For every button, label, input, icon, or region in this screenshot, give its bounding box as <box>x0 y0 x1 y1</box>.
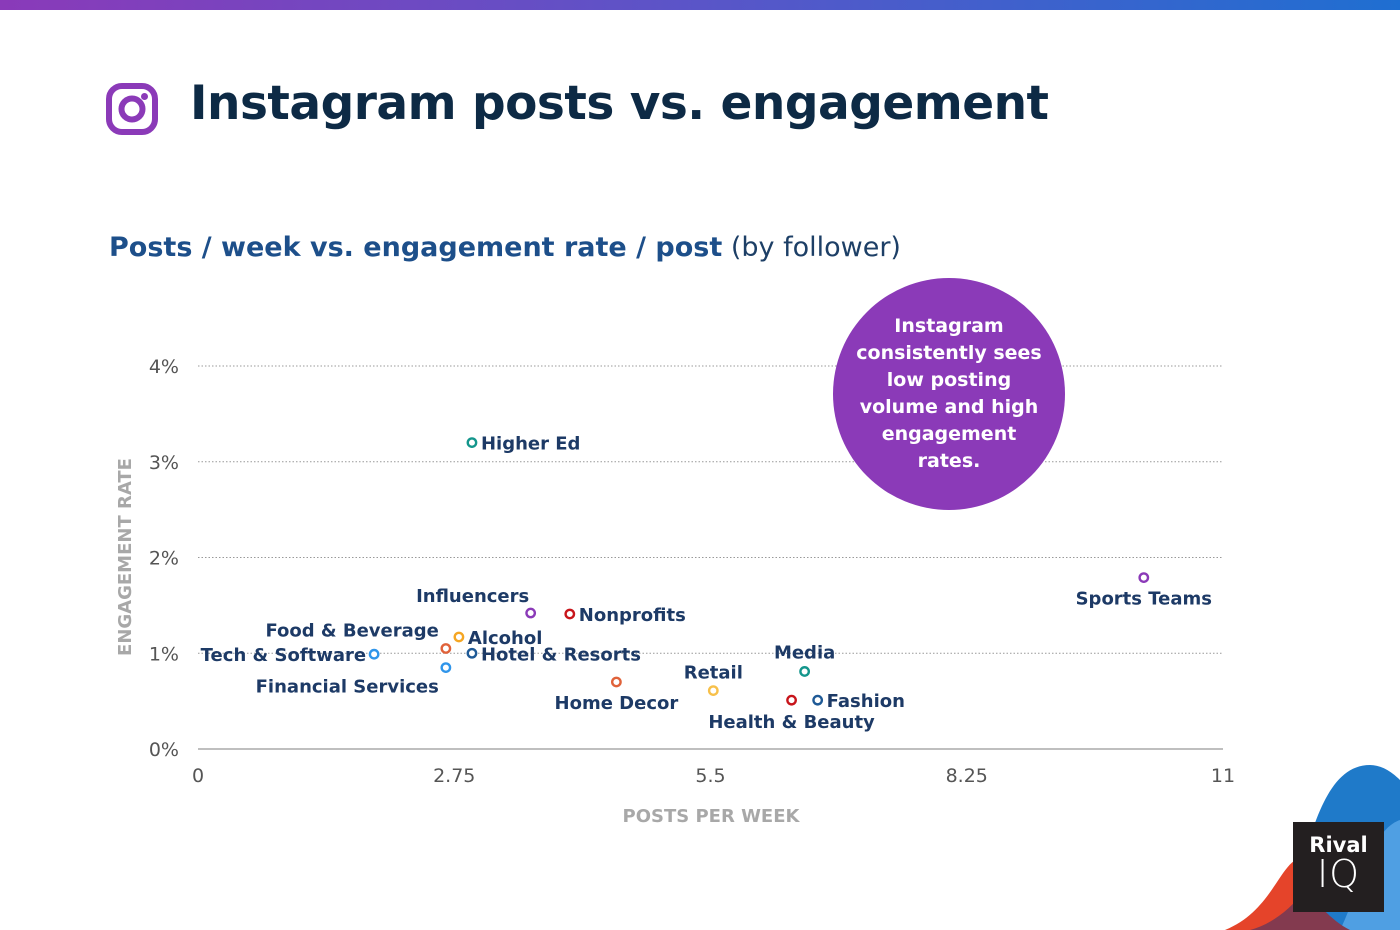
chart-subtitle: Posts / week vs. engagement rate / post … <box>109 232 901 263</box>
subtitle-bold: Posts / week vs. engagement rate / post <box>109 232 723 263</box>
data-point <box>440 662 452 674</box>
data-point <box>525 607 537 619</box>
data-point <box>707 685 719 696</box>
x-tick-label: 5.5 <box>695 765 725 787</box>
data-point <box>799 666 811 677</box>
data-label: Tech & Software <box>201 645 366 666</box>
data-point <box>453 631 465 643</box>
y-tick-label: 3% <box>149 452 179 474</box>
data-point <box>440 643 452 654</box>
x-tick-label: 2.75 <box>433 765 475 787</box>
top-gradient-bar <box>0 0 1400 10</box>
callout-bubble: Instagram consistently sees low posting … <box>833 278 1065 510</box>
y-tick-label: 0% <box>149 739 179 761</box>
data-label: Retail <box>684 663 743 684</box>
data-label: Media <box>774 642 835 663</box>
data-label: Health & Beauty <box>708 712 875 733</box>
data-label: Financial Services <box>256 677 439 698</box>
data-point <box>786 694 797 706</box>
x-axis-title: POSTS PER WEEK <box>623 806 801 827</box>
x-tick-label: 11 <box>1211 765 1235 787</box>
x-tick-label: 0 <box>192 765 204 787</box>
data-point <box>812 694 824 706</box>
data-point <box>564 608 576 620</box>
data-label: Sports Teams <box>1076 589 1212 610</box>
data-point <box>610 676 622 688</box>
y-tick-label: 1% <box>149 643 179 665</box>
page-title: Instagram posts vs. engagement <box>190 76 1049 131</box>
logo-text-iq: IQ <box>1316 852 1361 896</box>
x-tick-label: 8.25 <box>946 765 988 787</box>
data-label: Higher Ed <box>481 434 580 455</box>
data-label: Fashion <box>827 691 905 712</box>
data-point <box>368 648 380 660</box>
data-point <box>1138 572 1150 584</box>
instagram-icon <box>106 83 158 135</box>
data-label: Food & Beverage <box>265 620 438 641</box>
subtitle-normal: (by follower) <box>730 232 901 263</box>
y-axis-title: ENGAGEMENT RATE <box>115 458 136 656</box>
data-point <box>466 437 478 448</box>
y-tick-label: 4% <box>149 356 179 378</box>
callout-text: Instagram consistently sees low posting … <box>856 315 1042 472</box>
logo-text-rival: Rival <box>1309 833 1368 857</box>
rival-iq-logo: Rival IQ <box>1293 822 1384 912</box>
data-label: Influencers <box>416 586 529 607</box>
data-point <box>466 647 478 659</box>
data-label: Alcohol <box>468 628 542 649</box>
y-tick-label: 2% <box>149 548 179 570</box>
data-label: Hotel & Resorts <box>481 644 641 665</box>
data-label: Nonprofits <box>579 605 686 626</box>
data-label: Home Decor <box>555 693 679 714</box>
